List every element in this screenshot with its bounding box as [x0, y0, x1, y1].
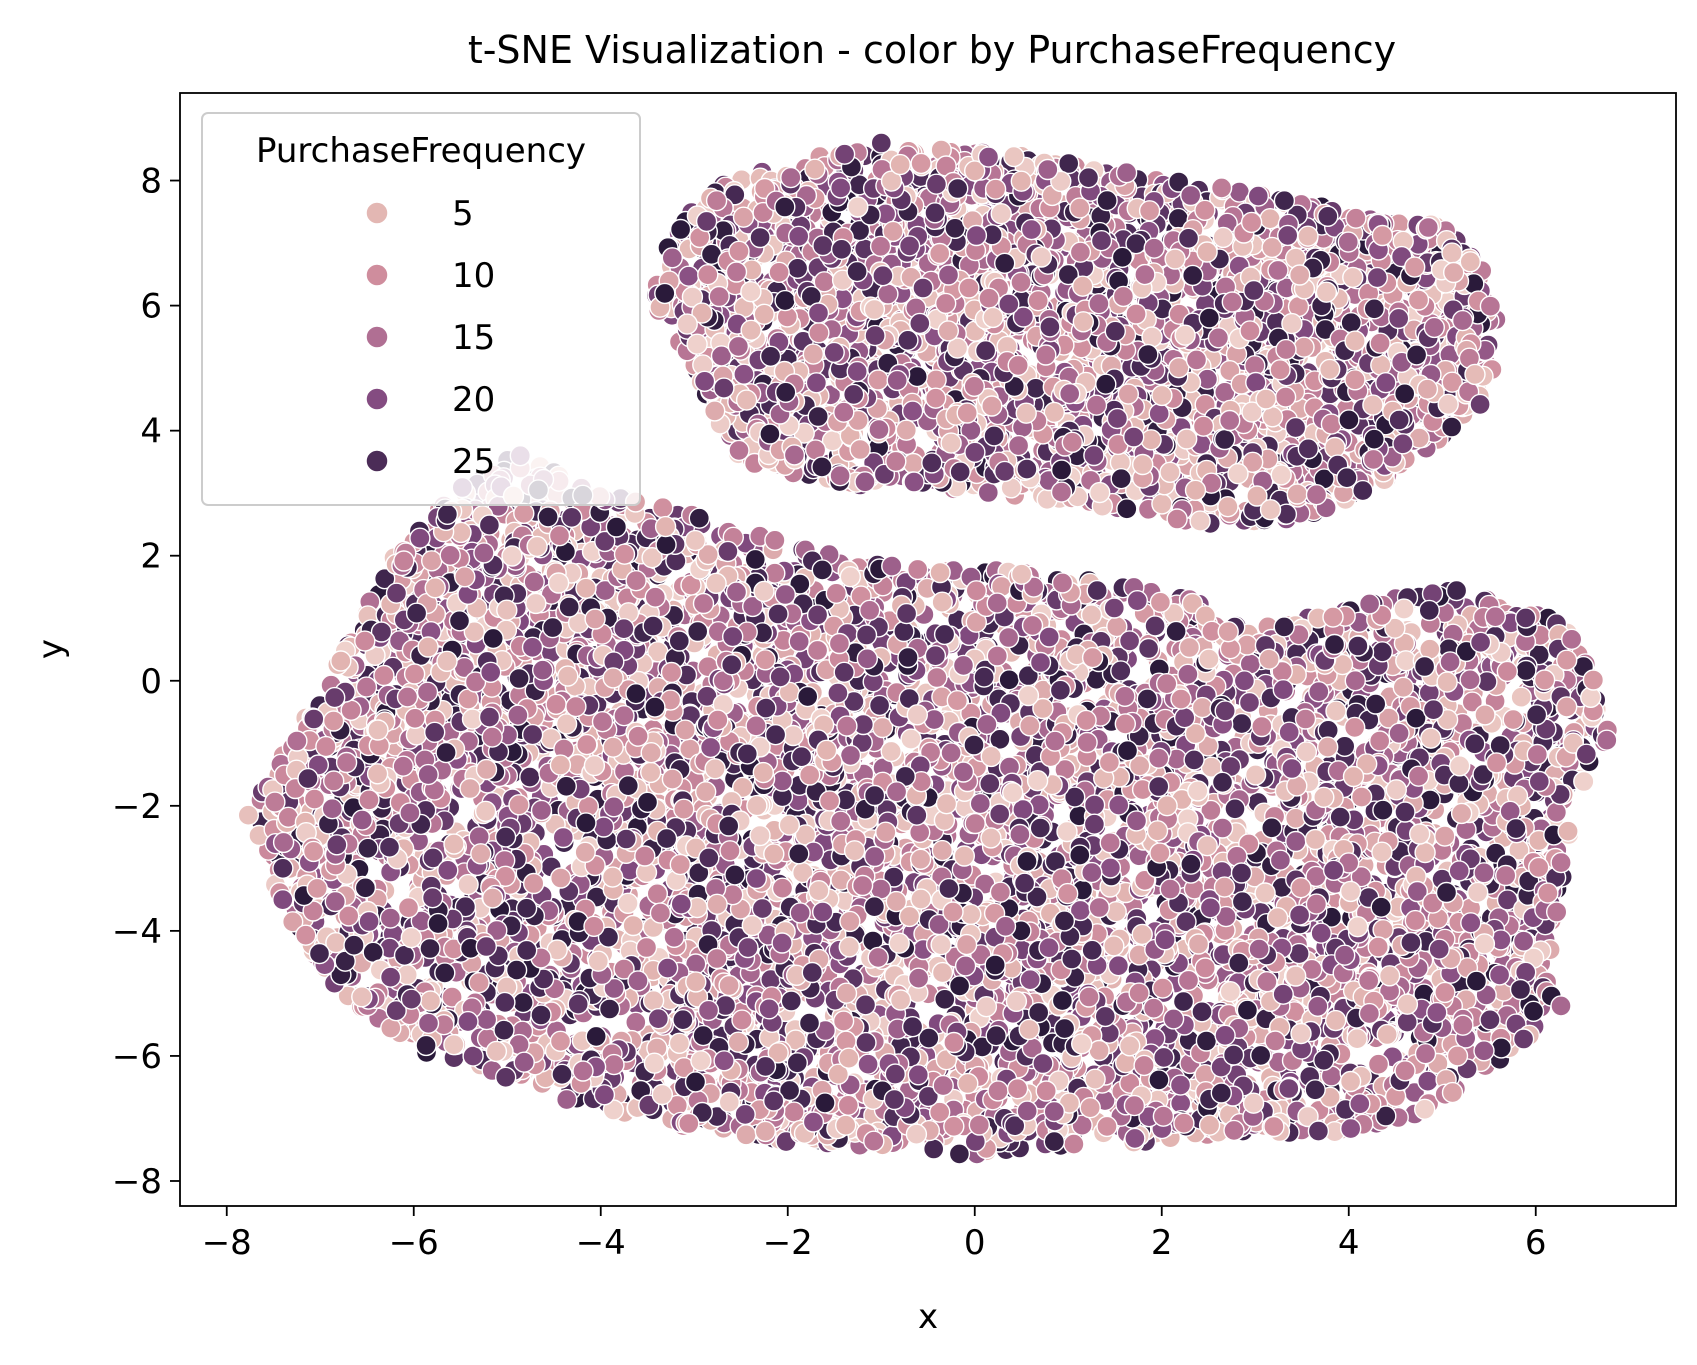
scatter-point: [661, 768, 684, 790]
scatter-point: [1512, 930, 1535, 952]
scatter-point: [1151, 977, 1174, 999]
scatter-point: [1392, 676, 1415, 698]
scatter-point: [1310, 922, 1332, 944]
scatter-point: [462, 1045, 484, 1067]
scatter-point: [926, 666, 948, 689]
scatter-point: [625, 1011, 647, 1033]
scatter-point: [379, 907, 402, 929]
chart-title: t-SNE Visualization - color by PurchaseF…: [468, 28, 1396, 72]
scatter-point: [1502, 708, 1524, 731]
scatter-point: [771, 770, 793, 792]
scatter-point: [778, 814, 800, 836]
scatter-point: [519, 766, 541, 788]
scatter-point: [998, 669, 1020, 691]
scatter-point: [272, 857, 294, 879]
scatter-point: [1545, 801, 1568, 823]
scatter-point: [1191, 1001, 1213, 1023]
scatter-points: [237, 132, 1619, 1165]
scatter-point: [940, 742, 962, 764]
scatter-point: [474, 800, 497, 822]
scatter-point: [556, 1088, 578, 1111]
scatter-point: [1367, 1053, 1390, 1075]
scatter-point: [550, 867, 572, 889]
scatter-point: [695, 781, 717, 803]
scatter-point: [1376, 1023, 1398, 1046]
scatter-point: [783, 1101, 805, 1123]
